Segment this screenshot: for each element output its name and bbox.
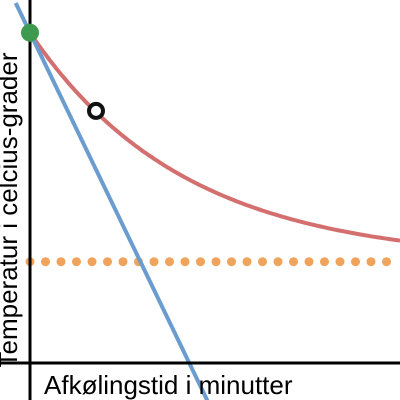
asymptote-dot [41,257,50,267]
tangent-line [13,2,210,400]
asymptote-dot [366,257,376,267]
start-point-marker [21,23,39,42]
asymptote-dot [320,257,329,267]
asymptote-dot [382,257,391,267]
asymptote-dot [242,257,252,267]
asymptote-dot [56,257,66,267]
asymptote-dot [72,257,81,267]
asymptote-dot [304,257,314,267]
asymptote-dot [149,257,159,267]
asymptote-dot [258,257,267,267]
cooling-curve [28,31,400,243]
asymptote-dot [227,257,236,267]
sample-point-marker [87,101,105,120]
asymptote-dot [273,257,283,267]
x-axis-label: Afkølingstid i minutter [44,370,293,400]
y-axis-label: Temperatur i celcius-grader [0,52,23,367]
asymptote-dot [118,257,128,267]
asymptote-dot [103,257,112,267]
asymptote-dot [180,257,190,267]
asymptote-dot [351,257,360,267]
asymptote-dot [211,257,221,267]
chart-marks [13,2,400,400]
chart-markers [21,23,105,120]
asymptote-dot [196,257,205,267]
asymptote-dot [289,257,298,267]
asymptote-dot [335,257,345,267]
asymptote-dot [165,257,174,267]
asymptote-dotted-line [25,257,391,267]
asymptote-dot [87,257,97,267]
